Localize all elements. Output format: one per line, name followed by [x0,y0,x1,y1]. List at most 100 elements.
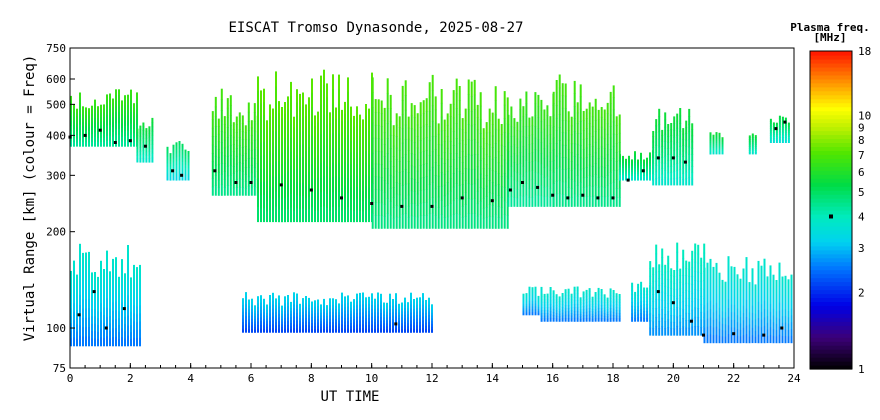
echo-trace [275,146,277,162]
echo-trace [609,137,612,150]
echo-trace [594,318,597,322]
echo-trace [646,301,649,305]
echo-trace [401,305,403,309]
echo-trace [130,318,132,326]
echo-trace [269,139,271,152]
echo-trace [130,325,132,333]
echo-trace [302,318,304,323]
echo-trace [284,325,286,330]
echo-trace [522,156,525,167]
echo-trace [181,151,184,156]
echo-trace [618,313,621,317]
echo-trace [302,304,304,309]
echo-trace [76,116,78,121]
echo-trace [549,307,552,312]
echo-trace [254,310,256,314]
echo-trace [715,138,718,142]
echo-trace [437,154,440,166]
echo-trace [329,305,331,309]
echo-trace [615,301,618,305]
echo-trace [691,141,694,149]
echo-trace [326,138,328,153]
echo-trace [362,180,364,192]
echo-trace [691,123,694,130]
echo-trace [437,123,440,135]
echo-trace [712,304,715,313]
echo-trace [139,313,141,322]
echo-trace [356,198,358,211]
echo-trace [398,303,400,308]
echo-trace [667,130,670,137]
echo-trace [555,80,558,94]
echo-trace [305,209,307,223]
echo-trace [91,279,93,288]
echo-trace [585,289,588,294]
echo-trace [703,297,706,306]
echo-trace [79,130,81,136]
echo-trace [775,132,778,136]
echo-trace [260,298,262,304]
echo-trace [721,143,724,147]
echo-trace [631,313,634,318]
echo-trace [323,298,325,303]
echo-trace [634,291,637,296]
echo-trace [97,304,99,312]
echo-trace [646,287,649,292]
echo-trace [582,309,585,313]
echo-trace [775,317,778,325]
echo-trace [338,104,340,120]
echo-trace [257,105,259,121]
echo-trace [136,132,139,136]
echo-trace [121,328,123,338]
echo-trace [416,136,419,149]
echo-trace [281,321,283,325]
echo-trace [311,307,313,312]
echo-trace [739,310,742,318]
echo-trace [401,302,403,306]
echo-trace [269,163,271,176]
echo-trace [278,101,280,114]
echo-trace [73,269,75,279]
echo-trace [79,315,81,326]
echo-trace [676,270,679,281]
echo-trace [612,293,615,297]
echo-trace [323,191,325,207]
echo-trace [673,137,676,145]
echo-trace [260,103,262,118]
echo-trace [528,197,531,207]
echo-trace [335,312,337,317]
colorbar-segment [810,54,852,60]
echo-trace [682,179,685,186]
echo-trace [335,315,337,320]
echo-trace [248,322,250,327]
echo-trace [214,96,217,108]
echo-trace [555,302,558,306]
echo-trace [329,134,331,146]
echo-trace [235,155,238,165]
echo-trace [127,94,129,101]
echo-trace [76,142,78,147]
echo-trace [115,292,117,302]
echo-trace [281,308,283,312]
echo-trace [691,154,694,161]
echo-trace [260,328,262,333]
echo-trace [558,301,561,305]
echo-trace [70,315,72,324]
echo-trace [688,268,691,277]
echo-trace [658,292,661,301]
echo-trace [371,122,374,139]
echo-trace [658,285,661,294]
echo-trace [658,139,661,148]
echo-trace [335,299,337,303]
echo-trace [425,98,428,112]
echo-trace [576,290,579,294]
echo-trace [317,322,319,327]
echo-trace [640,166,642,170]
echo-trace [73,133,75,139]
echo-trace [100,113,102,118]
echo-trace [166,156,169,161]
echo-trace [404,213,407,229]
echo-band [211,88,259,196]
echo-trace [652,136,655,143]
echo-trace [238,170,241,180]
